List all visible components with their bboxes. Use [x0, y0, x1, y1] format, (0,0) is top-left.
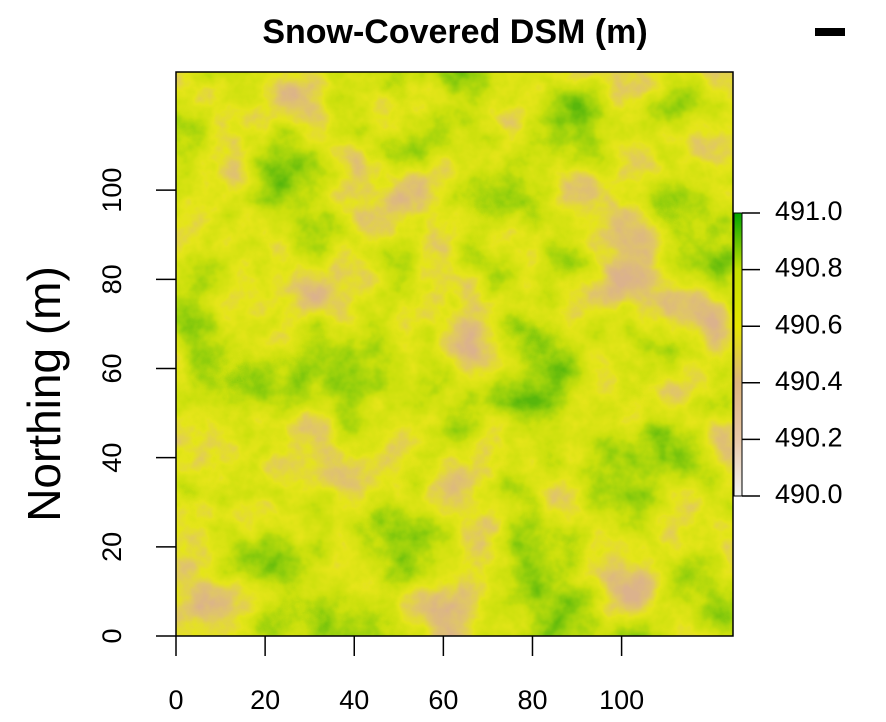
- colorbar-tick-label: 490.6: [775, 309, 843, 339]
- x-tick-label: 80: [517, 685, 547, 715]
- y-tick-label: 100: [97, 168, 127, 213]
- colorbar: [733, 212, 743, 497]
- y-tick-label: 60: [97, 353, 127, 383]
- x-tick-label: 0: [168, 685, 183, 715]
- chart-title: Snow-Covered DSM (m): [262, 13, 647, 51]
- x-tick-label: 40: [339, 685, 369, 715]
- y-tick-label: 80: [97, 264, 127, 294]
- legend-marker: [815, 28, 845, 36]
- colorbar-tick-label: 490.8: [775, 253, 843, 283]
- y-tick-label: 0: [97, 628, 127, 643]
- colorbar-tick-label: 490.0: [775, 479, 843, 509]
- x-tick-label: 60: [428, 685, 458, 715]
- x-tick-label: 100: [599, 685, 644, 715]
- colorbar-tick-label: 490.2: [775, 423, 843, 453]
- y-tick-label: 40: [97, 443, 127, 473]
- colorbar-tick-label: 491.0: [775, 196, 843, 226]
- y-tick-label: 20: [97, 532, 127, 562]
- colorbar-tick-label: 490.4: [775, 366, 843, 396]
- x-tick-label: 20: [250, 685, 280, 715]
- raster-image: [176, 72, 733, 636]
- y-axis-title: Northing (m): [18, 266, 70, 522]
- plot-frame: [175, 71, 734, 637]
